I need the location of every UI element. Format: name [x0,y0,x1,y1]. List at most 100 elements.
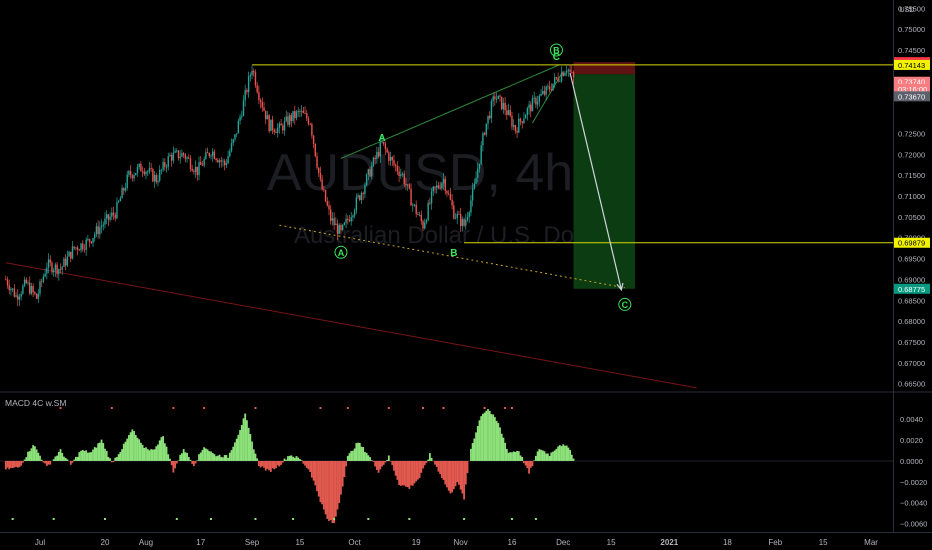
macd-bar[interactable] [521,456,524,461]
candle-body[interactable] [174,151,176,153]
candle-body[interactable] [80,243,82,251]
candle-body[interactable] [85,239,87,250]
macd-bar[interactable] [133,431,135,461]
macd-bar[interactable] [295,456,298,461]
macd-bar[interactable] [362,447,365,461]
macd-bar[interactable] [430,457,433,461]
candle-body[interactable] [427,202,429,220]
wave-label-c[interactable]: C [622,300,629,310]
candle-body[interactable] [75,247,77,249]
candle-body[interactable] [165,166,168,168]
macd-bar[interactable] [119,452,122,461]
candle-body[interactable] [530,104,532,112]
macd-bar[interactable] [249,434,252,461]
macd-bar[interactable] [290,455,293,461]
macd-bar[interactable] [357,442,359,461]
candle-body[interactable] [94,234,96,239]
candle-body[interactable] [328,205,330,210]
macd-bar[interactable] [218,454,221,461]
candle-body[interactable] [276,127,279,133]
candle-body[interactable] [376,152,378,160]
macd-bar[interactable] [27,451,29,461]
macd-bar[interactable] [348,453,351,461]
candle-body[interactable] [492,96,494,102]
candle-body[interactable] [59,269,62,270]
candle-body[interactable] [341,224,344,230]
candle-body[interactable] [288,115,291,125]
macd-bar[interactable] [447,460,450,491]
macd-bar[interactable] [252,449,255,461]
candle-body[interactable] [319,172,322,180]
candle-body[interactable] [218,160,221,163]
candle-body[interactable] [545,86,547,95]
macd-bar[interactable] [196,460,199,461]
candle-body[interactable] [205,152,207,159]
macd-bar[interactable] [425,460,428,463]
candle-body[interactable] [126,174,128,188]
candle-body[interactable] [350,217,352,222]
macd-bar[interactable] [80,450,82,461]
candle-body[interactable] [71,246,74,259]
candle-body[interactable] [76,247,79,250]
macd-bar[interactable] [529,460,532,468]
macd-bar[interactable] [452,460,455,490]
candle-body[interactable] [456,213,458,218]
candle-body[interactable] [400,174,402,176]
macd-bar[interactable] [292,456,294,461]
candle-body[interactable] [64,258,67,266]
candle-body[interactable] [162,162,164,170]
candle-body[interactable] [444,179,446,192]
macd-bar[interactable] [169,458,171,461]
macd-bar[interactable] [269,460,272,472]
candle-body[interactable] [239,116,241,121]
macd-bar[interactable] [406,460,409,488]
macd-bar[interactable] [304,460,306,466]
macd-bar[interactable] [223,455,226,461]
macd-bar[interactable] [420,460,423,473]
candle-body[interactable] [345,218,347,223]
macd-bar[interactable] [322,460,325,510]
macd-bar[interactable] [109,458,112,461]
stop-loss-zone[interactable] [573,62,636,75]
candle-body[interactable] [148,168,151,172]
macd-bar[interactable] [88,452,91,461]
candle-body[interactable] [22,285,24,294]
macd-bar[interactable] [280,460,283,465]
candle-body[interactable] [39,281,41,294]
candle-body[interactable] [44,273,46,277]
macd-bar[interactable] [562,444,565,461]
candle-body[interactable] [23,279,26,286]
candle-body[interactable] [355,197,358,211]
candle-body[interactable] [523,118,525,124]
macd-bar[interactable] [307,460,310,470]
candle-body[interactable] [246,90,248,93]
candle-body[interactable] [283,120,286,131]
candle-body[interactable] [68,251,70,257]
macd-bar[interactable] [440,460,443,479]
macd-bar[interactable] [268,460,271,471]
macd-bar[interactable] [480,416,483,461]
macd-bar[interactable] [63,456,65,461]
candle-body[interactable] [217,160,219,163]
candle-body[interactable] [116,201,118,219]
candle-body[interactable] [393,160,395,165]
candle-body[interactable] [449,194,452,200]
macd-bar[interactable] [449,460,452,494]
candle-body[interactable] [254,72,257,86]
candle-body[interactable] [403,173,405,185]
macd-bar[interactable] [493,417,496,461]
candle-body[interactable] [389,156,392,161]
wave-label-c[interactable]: C [553,52,560,63]
candle-body[interactable] [152,169,154,182]
macd-bar[interactable] [543,451,546,461]
candle-body[interactable] [333,218,335,226]
candle-body[interactable] [439,187,441,189]
candle-body[interactable] [287,116,289,125]
candle-body[interactable] [533,97,535,99]
macd-bar[interactable] [384,460,387,463]
candle-body[interactable] [200,162,202,165]
macd-bar[interactable] [76,456,79,461]
macd-bar[interactable] [83,451,86,461]
candle-body[interactable] [475,177,477,184]
macd-bar[interactable] [422,460,424,469]
